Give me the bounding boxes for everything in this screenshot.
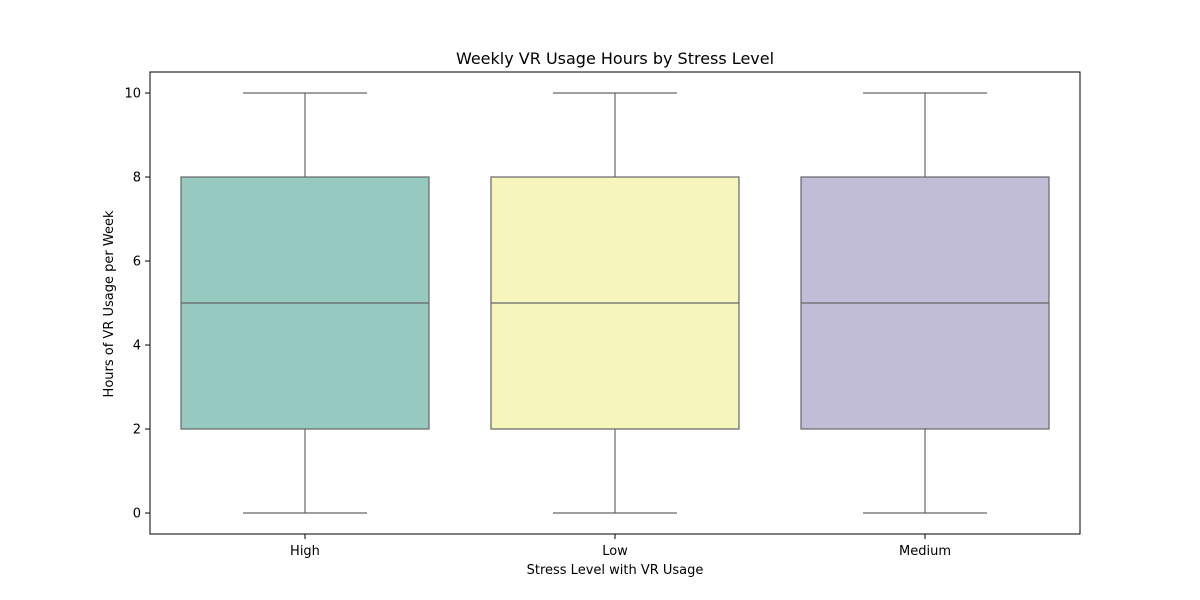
chart-title: Weekly VR Usage Hours by Stress Level bbox=[456, 49, 774, 68]
boxes-group bbox=[180, 92, 1050, 514]
box-low bbox=[490, 92, 740, 514]
y-axis-label: Hours of VR Usage per Week bbox=[102, 210, 117, 397]
y-tick-label: 4 bbox=[133, 339, 141, 354]
box-high bbox=[180, 92, 430, 514]
y-tick-label: 8 bbox=[133, 171, 141, 186]
y-tick-label: 10 bbox=[124, 87, 141, 102]
y-tick-label: 2 bbox=[133, 423, 141, 438]
x-tick-label: Medium bbox=[899, 544, 951, 559]
y-tick-label: 6 bbox=[133, 255, 141, 270]
box-medium bbox=[800, 92, 1050, 514]
x-tick-label: High bbox=[290, 544, 320, 559]
x-tick-label: Low bbox=[602, 544, 628, 559]
y-tick-label: 0 bbox=[133, 507, 141, 522]
y-axis: 0 2 4 6 8 10 bbox=[124, 87, 150, 522]
x-axis: High Low Medium bbox=[290, 534, 951, 559]
x-axis-label: Stress Level with VR Usage bbox=[527, 563, 704, 578]
